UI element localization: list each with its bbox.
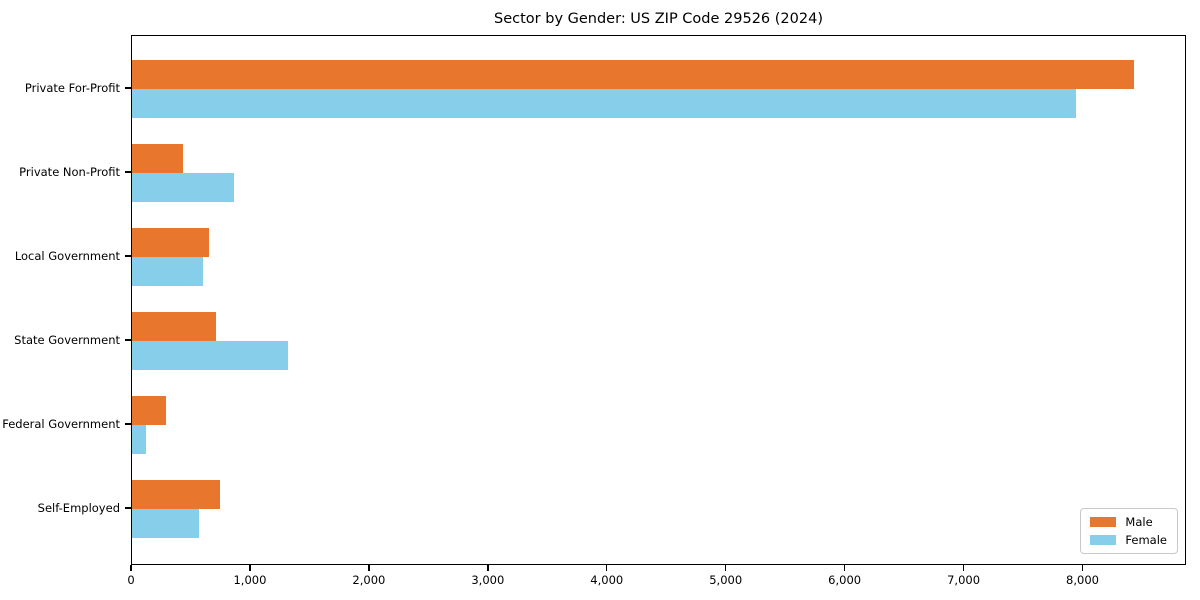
legend-item-female: Female xyxy=(1090,534,1167,546)
bar-male-3 xyxy=(132,228,210,257)
legend: Male Female xyxy=(1080,508,1178,554)
y-tick-mark xyxy=(125,255,131,257)
bar-female-2 xyxy=(132,173,235,202)
y-tick-mark xyxy=(125,339,131,341)
y-tick-label: Self-Employed xyxy=(37,501,120,515)
x-tick-label: 1,000 xyxy=(233,573,267,587)
x-tick-label: 8,000 xyxy=(1066,573,1099,587)
bar-male-4 xyxy=(132,312,216,341)
legend-label: Female xyxy=(1125,533,1167,547)
legend-item-male: Male xyxy=(1090,516,1167,528)
x-tick-mark xyxy=(606,565,608,571)
y-tick-label: Local Government xyxy=(14,249,120,263)
bar-female-5 xyxy=(132,425,146,454)
x-tick-mark xyxy=(249,565,251,571)
y-tick-mark xyxy=(125,507,131,509)
y-tick-label: Federal Government xyxy=(2,417,120,431)
x-tick-mark xyxy=(130,565,132,571)
y-tick-mark xyxy=(125,171,131,173)
chart-title: Sector by Gender: US ZIP Code 29526 (202… xyxy=(494,11,823,27)
bar-female-3 xyxy=(132,257,203,286)
bar-male-6 xyxy=(132,480,221,509)
y-tick-label: Private For-Profit xyxy=(24,81,120,95)
y-tick-label: Private Non-Profit xyxy=(19,165,120,179)
x-tick-mark xyxy=(962,565,965,571)
x-tick-mark xyxy=(725,565,727,571)
x-tick-label: 3,000 xyxy=(471,573,505,587)
x-tick-mark xyxy=(487,565,489,571)
bar-female-6 xyxy=(132,509,200,538)
x-tick-label: 6,000 xyxy=(828,573,862,587)
x-tick-mark xyxy=(1081,565,1084,571)
bar-male-2 xyxy=(132,144,184,173)
legend-swatch-male xyxy=(1090,517,1117,527)
x-tick-label: 7,000 xyxy=(947,573,981,587)
bar-female-4 xyxy=(132,341,288,370)
plot-area: Male Female xyxy=(131,35,1186,565)
x-tick-mark xyxy=(368,565,370,571)
x-tick-label: 2,000 xyxy=(352,573,386,587)
y-tick-mark xyxy=(125,87,131,89)
y-tick-label: State Government xyxy=(14,333,120,347)
bar-male-5 xyxy=(132,396,167,425)
bar-male-1 xyxy=(132,60,1134,89)
x-tick-mark xyxy=(843,565,846,571)
legend-label: Male xyxy=(1125,515,1153,529)
bar-female-1 xyxy=(132,89,1076,118)
x-tick-label: 0 xyxy=(127,573,135,587)
x-tick-label: 5,000 xyxy=(709,573,743,587)
legend-swatch-female xyxy=(1090,535,1117,545)
y-tick-mark xyxy=(125,423,131,425)
x-tick-label: 4,000 xyxy=(590,573,624,587)
